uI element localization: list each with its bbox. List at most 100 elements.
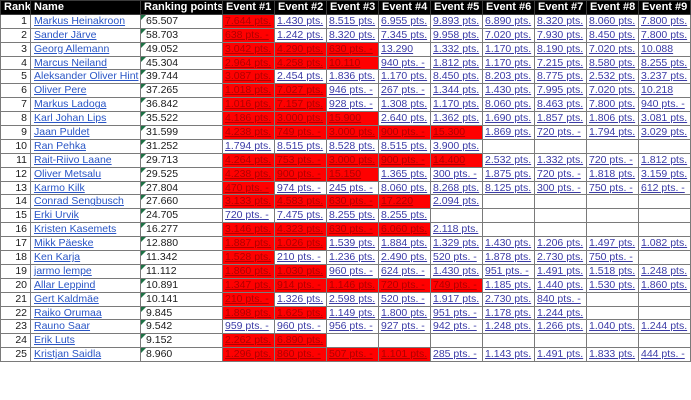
event-score-link[interactable]: 1.875 pts. [485,167,532,180]
event-score-link[interactable]: 7.644 pts. [225,14,272,27]
event-score-link[interactable]: 940 pts. - [381,56,425,69]
event-score-link[interactable]: 7.215 pts. [537,56,584,69]
event-score-link[interactable]: 1.887 pts. [225,237,272,250]
event-score-link[interactable]: 1.528 pts. [225,250,272,263]
event-score-link[interactable]: 2.262 pts. [225,334,272,347]
event-score-link[interactable]: 520 pts. - [381,292,425,305]
event-score-link[interactable]: 444 pts. - [641,348,685,361]
event-score-link[interactable]: 749 pts. - [433,278,477,291]
event-score-link[interactable]: 1.040 pts. [589,320,636,333]
event-score-link[interactable]: 2.964 pts. [225,56,272,69]
event-score-link[interactable]: 1.860 pts. [641,278,688,291]
player-name-link[interactable]: Kristen Kasemets [34,223,117,236]
player-name-link[interactable]: Rauno Saar [34,320,91,333]
event-score-link[interactable]: 2.118 pts. [433,223,479,236]
event-score-link[interactable]: 7.800 pts. [641,28,688,41]
event-score-link[interactable]: 3.159 pts. [641,167,688,180]
player-name-link[interactable]: Erik Luts [34,334,75,347]
event-score-link[interactable]: 8.450 pts. [433,70,480,83]
event-score-link[interactable]: 1.329 pts. [433,237,480,250]
event-score-link[interactable]: 1.884 pts. [381,237,428,250]
player-name-link[interactable]: Ken Karja [34,250,81,263]
event-score-link[interactable]: 860 pts. - [277,348,321,361]
event-score-link[interactable]: 285 pts. - [433,348,477,361]
event-score-link[interactable]: 1.242 pts. [277,28,324,41]
event-score-link[interactable]: 1.308 pts. [381,98,428,111]
event-score-link[interactable]: 1.296 pts. [225,348,272,361]
event-score-link[interactable]: 3.900 pts. [433,139,480,152]
event-score-link[interactable]: 1.869 pts. [485,125,532,138]
event-score-link[interactable]: 8.190 pts. [537,42,584,55]
event-score-link[interactable]: 630 pts. - [329,223,373,236]
event-score-link[interactable]: 4.238 pts. [225,167,272,180]
event-score-link[interactable]: 720 pts. - [537,167,581,180]
player-name-link[interactable]: Markus Heinakroon [34,14,126,27]
event-score-link[interactable]: 1.898 pts. [225,306,272,319]
event-score-link[interactable]: 10.110 [329,56,361,69]
event-score-link[interactable]: 1.812 pts. [433,56,480,69]
event-score-link[interactable]: 638 pts. - [225,28,269,41]
event-score-link[interactable]: 960 pts. - [329,264,373,277]
event-score-link[interactable]: 210 pts. - [277,250,321,263]
event-score-link[interactable]: 2.532 pts. [589,70,636,83]
player-name-link[interactable]: Marcus Neiland [34,56,107,69]
event-score-link[interactable]: 9.958 pts. [433,28,480,41]
event-score-link[interactable]: 3.133 pts. [225,195,272,208]
event-score-link[interactable]: 1.836 pts. [329,70,376,83]
player-name-link[interactable]: Raiko Orumaa [34,306,102,319]
event-score-link[interactable]: 1.497 pts. [589,237,636,250]
event-score-link[interactable]: 210 pts. - [225,292,269,305]
event-score-link[interactable]: 1.248 pts. [485,320,532,333]
event-score-link[interactable]: 8.528 pts. [329,139,376,152]
event-score-link[interactable]: 3.029 pts. [641,125,688,138]
event-score-link[interactable]: 7.020 pts. [485,28,532,41]
event-score-link[interactable]: 1.362 pts. [433,112,480,125]
event-score-link[interactable]: 720 pts. - [589,153,633,166]
event-score-link[interactable]: 15.900 [329,112,362,125]
event-score-link[interactable]: 1.530 pts. [589,278,636,291]
event-score-link[interactable]: 2.730 pts. [537,250,584,263]
event-score-link[interactable]: 1.326 pts. [277,292,324,305]
event-score-link[interactable]: 1.491 pts. [537,348,584,361]
event-score-link[interactable]: 8.060 pts. [589,14,636,27]
player-name-link[interactable]: Mikk Päeske [34,237,94,250]
event-score-link[interactable]: 4.290 pts. [277,42,324,55]
event-score-link[interactable]: 1.430 pts. [485,84,532,97]
event-score-link[interactable]: 7.157 pts. [277,98,324,111]
event-score-link[interactable]: 900 pts. - [381,125,425,138]
event-score-link[interactable]: 1.430 pts. [277,14,324,27]
event-score-link[interactable]: 720 pts. - [381,278,425,291]
event-score-link[interactable]: 1.806 pts. [589,112,636,125]
event-score-link[interactable]: 8.255 pts. [381,209,428,222]
event-score-link[interactable]: 8.515 pts. [329,14,376,27]
event-score-link[interactable]: 3.081 pts. [641,112,688,125]
player-name-link[interactable]: Markus Ladoga [34,98,107,111]
event-score-link[interactable]: 6.955 pts. [381,14,428,27]
event-score-link[interactable]: 300 pts. - [537,181,581,194]
event-score-link[interactable]: 1.026 pts. [277,237,324,250]
event-score-link[interactable]: 3.237 pts. [641,70,688,83]
event-score-link[interactable]: 750 pts. - [589,181,633,194]
player-name-link[interactable]: Rait-Riivo Laane [34,153,112,166]
event-score-link[interactable]: 245 pts. - [329,181,373,194]
event-score-link[interactable]: 8.463 pts. [537,98,584,111]
event-score-link[interactable]: 1.170 pts. [381,70,428,83]
event-score-link[interactable]: 1.491 pts. [537,264,584,277]
event-score-link[interactable]: 4.264 pts. [225,153,272,166]
event-score-link[interactable]: 8.060 pts. [485,98,532,111]
event-score-link[interactable]: 900 pts. - [381,153,425,166]
event-score-link[interactable]: 974 pts. - [277,181,321,194]
event-score-link[interactable]: 6.890 pts. [277,334,324,347]
event-score-link[interactable]: 1.143 pts. [485,348,532,361]
event-score-link[interactable]: 1.248 pts. [641,264,688,277]
event-score-link[interactable]: 14.400 [433,153,466,166]
event-score-link[interactable]: 7.020 pts. [589,84,636,97]
event-score-link[interactable]: 3.000 pts. [277,112,324,125]
event-score-link[interactable]: 951 pts. - [433,306,477,319]
event-score-link[interactable]: 1.185 pts. [485,278,532,291]
event-score-link[interactable]: 7.475 pts. [277,209,324,222]
event-score-link[interactable]: 942 pts. - [433,320,477,333]
player-name-link[interactable]: Ran Pehka [34,139,86,152]
event-score-link[interactable]: 1.082 pts. [641,237,688,250]
event-score-link[interactable]: 1.332 pts. [433,42,480,55]
